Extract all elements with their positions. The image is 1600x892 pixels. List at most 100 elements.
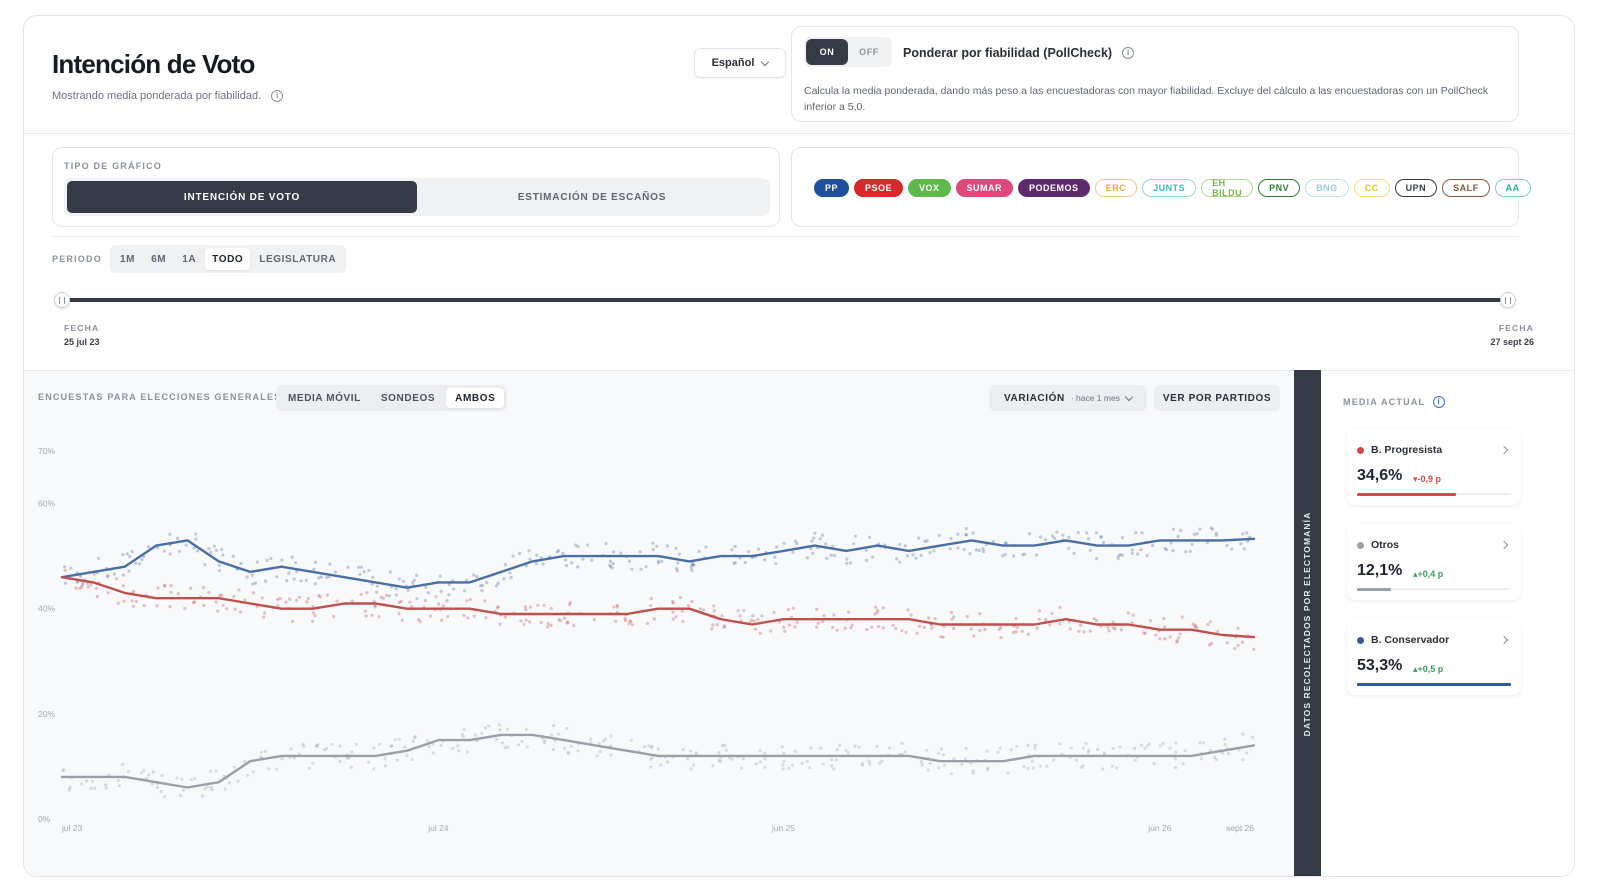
period-6m[interactable]: 6M [151, 253, 167, 265]
bloc-name-text: Otros [1371, 539, 1400, 551]
poll-point [216, 609, 220, 613]
poll-point [1074, 758, 1079, 762]
poll-point [732, 561, 736, 565]
period-1m[interactable]: 1M [120, 253, 136, 265]
tab-seat-estimate[interactable]: ESTIMACIÓN DE ESCAÑOS [517, 191, 667, 203]
poll-point [139, 771, 144, 775]
period-todo[interactable]: TODO [205, 248, 251, 270]
poll-point [722, 624, 727, 628]
party-chip-bng[interactable]: BNG [1305, 179, 1349, 197]
toggle-on[interactable]: ON [806, 39, 848, 65]
party-chip-upn[interactable]: UPN [1394, 179, 1438, 197]
poll-point [125, 552, 129, 556]
info-icon[interactable]: i [271, 90, 284, 102]
poll-point [1055, 530, 1059, 534]
poll-point [121, 553, 125, 557]
poll-point [496, 605, 500, 609]
poll-point [903, 544, 907, 548]
pollcheck-toggle[interactable]: ON OFF [804, 37, 892, 67]
poll-point [365, 591, 369, 595]
poll-point [390, 744, 394, 748]
party-chip-vox[interactable]: VOX [908, 179, 951, 197]
party-chip-sumar[interactable]: SUMAR [955, 179, 1014, 197]
poll-point [772, 610, 776, 615]
poll-point [1233, 646, 1237, 651]
poll-point [843, 626, 847, 630]
poll-point [484, 616, 488, 620]
party-chip-cc[interactable]: CC [1353, 179, 1390, 197]
poll-point [527, 549, 531, 553]
poll-point [741, 757, 745, 761]
poll-point [915, 631, 919, 635]
party-chip-podemos[interactable]: PODEMOS [1018, 179, 1090, 197]
poll-point [974, 548, 978, 552]
poll-point [923, 539, 927, 543]
date-range-track[interactable] [66, 298, 1508, 302]
party-chip-eh-bildu[interactable]: EH BILDU [1201, 178, 1254, 198]
bloc-card-conservador[interactable]: B. Conservador 53,3% ▴+0,5 p [1347, 619, 1521, 695]
toggle-off[interactable]: OFF [859, 47, 879, 57]
party-chip-erc[interactable]: ERC [1094, 179, 1138, 197]
mode-both[interactable]: AMBOS [446, 388, 505, 408]
date-range-start-handle[interactable] [54, 292, 70, 308]
poll-point [978, 612, 982, 616]
poll-point [80, 782, 84, 786]
poll-point [865, 558, 869, 562]
party-chip-pnv[interactable]: PNV [1258, 179, 1301, 197]
bloc-card-progresista[interactable]: B. Progresista 34,6% ▾-0,9 p [1347, 429, 1521, 505]
poll-point [85, 779, 89, 783]
party-chip-psoe[interactable]: PSOE [854, 179, 904, 197]
poll-point [301, 742, 305, 746]
poll-point [821, 619, 825, 623]
chevron-right-icon [1499, 635, 1509, 645]
poll-point [576, 565, 580, 569]
party-chip-junts[interactable]: JUNTS [1142, 179, 1197, 197]
variation-dropdown[interactable]: VARIACIÓN · hace 1 mes [989, 385, 1147, 411]
period-legislatura[interactable]: LEGISLATURA [259, 253, 337, 265]
poll-point [805, 556, 810, 560]
poll-point [864, 548, 868, 552]
poll-point [651, 547, 655, 552]
party-chip-salf[interactable]: SALF [1442, 179, 1490, 197]
language-select[interactable]: Español [694, 48, 786, 78]
poll-chart[interactable]: 0% 20% 40% 60% 70% jul 23 jul 24 jun 25 jun 26 se… [24, 425, 1294, 877]
party-chip-aa[interactable]: AA [1494, 179, 1531, 197]
poll-point [769, 629, 773, 633]
poll-point [67, 788, 71, 792]
poll-point [1111, 620, 1115, 624]
poll-point [276, 597, 280, 602]
pollcheck-panel: ON OFF Ponderar por fiabilidad (PollChec… [791, 26, 1519, 122]
mode-moving-average[interactable]: MEDIA MÓVIL [288, 392, 361, 404]
mode-polls[interactable]: SONDEOS [380, 392, 436, 404]
poll-point [722, 625, 726, 629]
period-1a[interactable]: 1A [182, 253, 197, 265]
info-icon[interactable]: i [1433, 396, 1446, 408]
poll-point [609, 753, 613, 757]
view-by-party-button[interactable]: VER POR PARTIDOS [1154, 385, 1280, 411]
poll-point [1178, 528, 1183, 533]
tab-vote-intention[interactable]: INTENCIÓN DE VOTO [67, 181, 417, 213]
x-tick-label: jul 23 [61, 823, 83, 833]
party-chip-pp[interactable]: PP [814, 179, 850, 197]
info-icon[interactable]: i [1122, 47, 1135, 59]
poll-point [259, 750, 263, 754]
poll-point [483, 726, 488, 730]
poll-point [1120, 536, 1125, 540]
poll-point [305, 600, 309, 604]
bloc-share-bar [1357, 682, 1511, 686]
poll-point [1033, 746, 1037, 750]
poll-point [227, 781, 232, 785]
poll-point [824, 542, 828, 546]
poll-point [558, 619, 563, 623]
bloc-card-otros[interactable]: Otros 12,1% ▴+0,4 p [1347, 524, 1521, 600]
poll-point [1126, 611, 1130, 615]
poll-point [93, 786, 97, 790]
poll-point [964, 526, 968, 531]
date-range-end-handle[interactable] [1500, 292, 1516, 308]
poll-point [650, 756, 654, 760]
poll-point [218, 569, 222, 573]
poll-point [1045, 764, 1049, 768]
poll-point [572, 623, 576, 628]
poll-point [375, 590, 379, 594]
poll-point [461, 735, 465, 739]
